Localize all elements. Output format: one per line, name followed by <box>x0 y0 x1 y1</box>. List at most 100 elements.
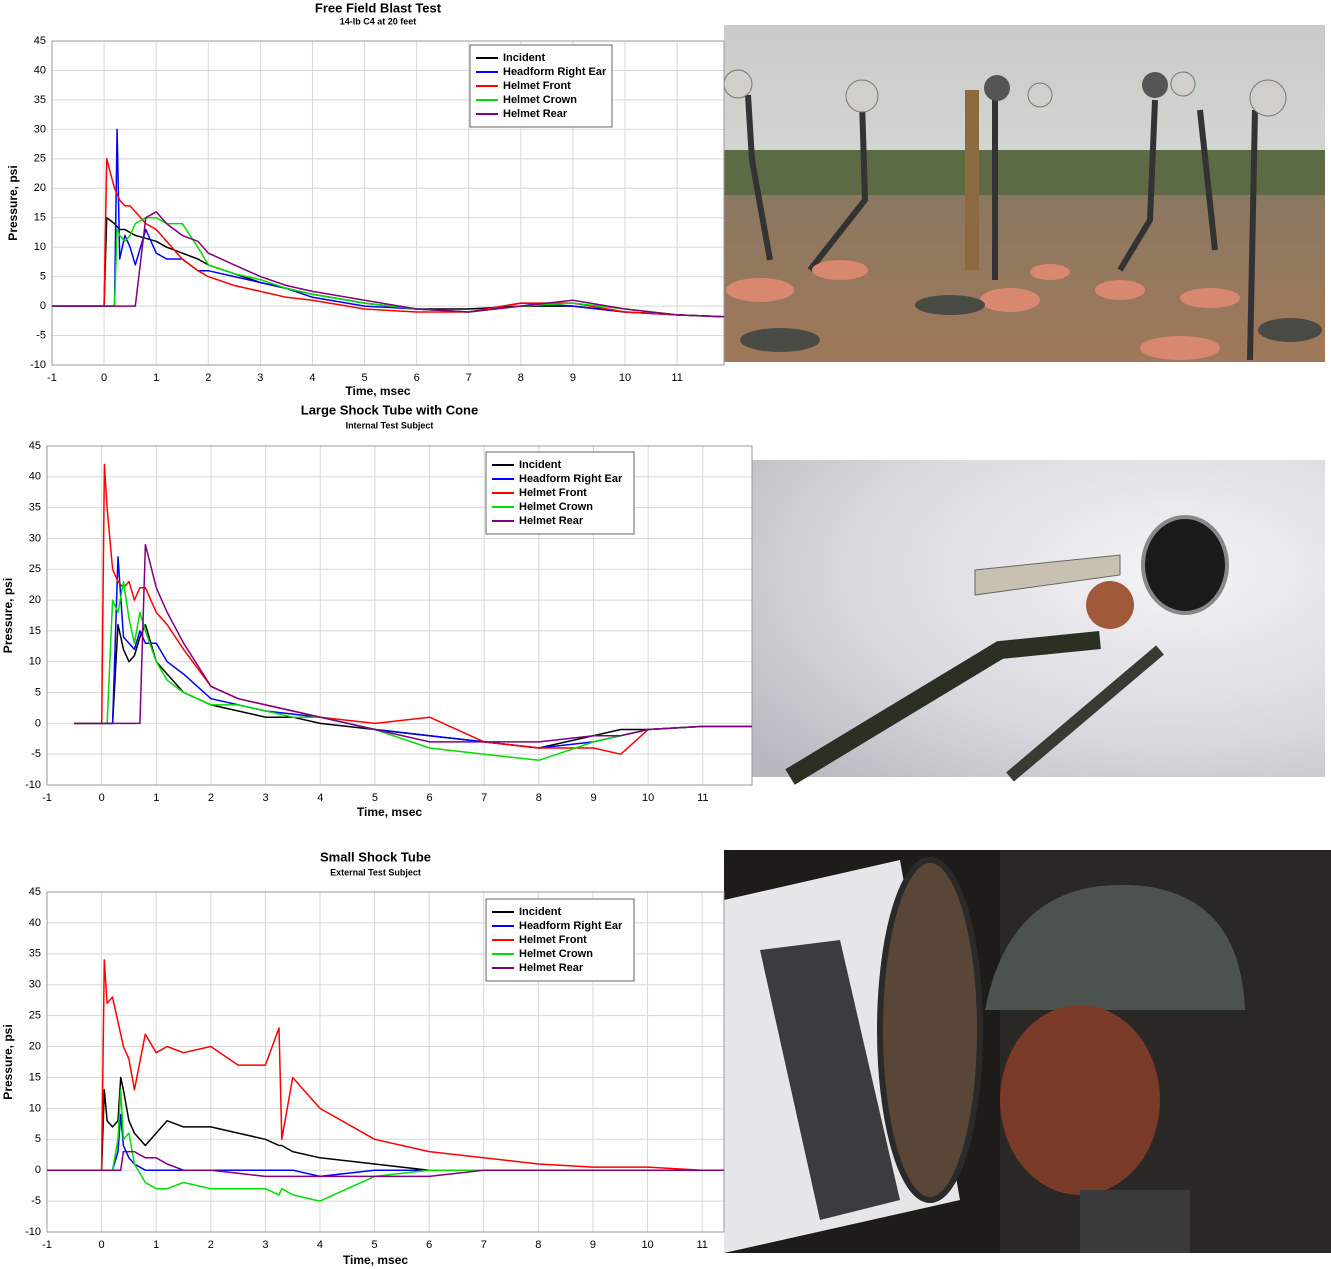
y-tick-label: 5 <box>40 271 46 283</box>
x-tick-label: 7 <box>481 792 487 804</box>
y-tick-label: 0 <box>35 1164 41 1176</box>
y-tick-label: 15 <box>29 1071 41 1083</box>
x-axis-label: Time, msec <box>343 1253 408 1267</box>
y-tick-label: -5 <box>31 1195 41 1207</box>
y-tick-label: 35 <box>34 94 46 106</box>
x-tick-label: 5 <box>372 792 378 804</box>
y-tick-label: 30 <box>29 532 41 544</box>
plot-area <box>52 41 724 365</box>
series-line <box>47 959 724 1171</box>
x-tick-label: 5 <box>372 1239 378 1251</box>
series-line <box>74 556 752 749</box>
series-line <box>52 211 725 318</box>
photo-large-shock-tube <box>724 460 1325 785</box>
y-tick-label: 10 <box>34 241 46 253</box>
y-tick-label: 5 <box>35 686 41 698</box>
chart-title: Large Shock Tube with Cone <box>301 402 478 417</box>
legend-label: Helmet Front <box>519 487 587 499</box>
y-tick-label: 35 <box>29 948 41 960</box>
y-tick-label: 45 <box>29 440 41 452</box>
photo-field <box>723 25 1325 362</box>
y-tick-label: 40 <box>34 64 46 76</box>
chart-subtitle: External Test Subject <box>330 867 421 877</box>
x-tick-label: 7 <box>466 372 472 384</box>
y-tick-label: 35 <box>29 502 41 514</box>
plot-frame <box>46 445 753 786</box>
x-tick-label: 3 <box>262 1239 268 1251</box>
legend-label: Helmet Crown <box>503 94 577 106</box>
x-tick-label: 10 <box>619 372 631 384</box>
legend-label: Incident <box>519 459 562 471</box>
y-tick-label: 45 <box>29 886 41 898</box>
chart-title: Small Shock Tube <box>320 849 431 864</box>
x-tick-label: 4 <box>317 792 323 804</box>
y-tick-label: 10 <box>29 1102 41 1114</box>
y-tick-label: -10 <box>30 359 46 371</box>
legend-label: Headform Right Ear <box>519 473 623 485</box>
x-tick-label: 3 <box>257 372 263 384</box>
x-tick-label: 11 <box>697 792 708 804</box>
y-tick-label: 20 <box>29 1040 41 1052</box>
x-tick-label: 9 <box>590 1239 596 1251</box>
x-tick-label: 10 <box>641 1239 653 1251</box>
series-line <box>47 1150 724 1178</box>
legend-label: Helmet Rear <box>519 962 584 974</box>
chart-title: Free Field Blast Test <box>315 0 442 15</box>
chart-subtitle: Internal Test Subject <box>346 420 434 430</box>
x-tick-label: 1 <box>153 372 159 384</box>
x-tick-label: 4 <box>317 1239 323 1251</box>
legend-label: Incident <box>519 906 562 918</box>
x-tick-label: 5 <box>361 372 367 384</box>
y-tick-label: 20 <box>29 594 41 606</box>
x-tick-label: 1 <box>153 1239 159 1251</box>
y-tick-label: 15 <box>29 625 41 637</box>
y-tick-label: 40 <box>29 917 41 929</box>
y-tick-label: 0 <box>40 300 46 312</box>
x-tick-label: 0 <box>99 792 105 804</box>
x-tick-label: 6 <box>426 1239 432 1251</box>
plot-frame <box>46 891 725 1233</box>
y-tick-label: 25 <box>29 563 41 575</box>
x-tick-label: 4 <box>309 372 315 384</box>
x-tick-label: 2 <box>208 792 214 804</box>
x-tick-label: 3 <box>263 792 269 804</box>
y-tick-label: 40 <box>29 471 41 483</box>
x-tick-label: 11 <box>671 372 682 384</box>
plot-frame <box>51 40 725 366</box>
y-tick-label: 45 <box>34 35 46 47</box>
legend-label: Headform Right Ear <box>519 920 623 932</box>
y-axis-label: Pressure, psi <box>1 578 15 653</box>
x-tick-label: 8 <box>536 792 542 804</box>
y-axis-label: Pressure, psi <box>1 1024 15 1099</box>
x-tick-label: -1 <box>47 372 57 384</box>
x-tick-label: 0 <box>99 1239 105 1251</box>
y-tick-label: 15 <box>34 212 46 224</box>
legend-label: Headform Right Ear <box>503 66 607 78</box>
photo-small-shock-tube <box>724 850 1331 1253</box>
legend-label: Helmet Rear <box>519 515 584 527</box>
legend-label: Incident <box>503 52 546 64</box>
y-tick-label: 20 <box>34 182 46 194</box>
series-line <box>74 580 752 762</box>
y-tick-label: -5 <box>36 329 46 341</box>
y-axis-label: Pressure, psi <box>6 165 20 240</box>
x-tick-label: 9 <box>590 792 596 804</box>
y-tick-label: -10 <box>25 779 41 791</box>
x-tick-label: 10 <box>642 792 654 804</box>
y-tick-label: 5 <box>35 1133 41 1145</box>
legend-label: Helmet Crown <box>519 501 593 513</box>
series-line <box>52 158 725 318</box>
legend-label: Helmet Rear <box>503 108 568 120</box>
y-tick-label: -10 <box>25 1226 41 1238</box>
y-tick-label: 30 <box>29 979 41 991</box>
y-tick-label: 10 <box>29 656 41 668</box>
x-tick-label: 6 <box>414 372 420 384</box>
series-line <box>52 216 725 318</box>
x-tick-label: -1 <box>42 1239 52 1251</box>
x-tick-label: 8 <box>518 372 524 384</box>
y-tick-label: 25 <box>29 1010 41 1022</box>
series-line <box>74 463 752 755</box>
